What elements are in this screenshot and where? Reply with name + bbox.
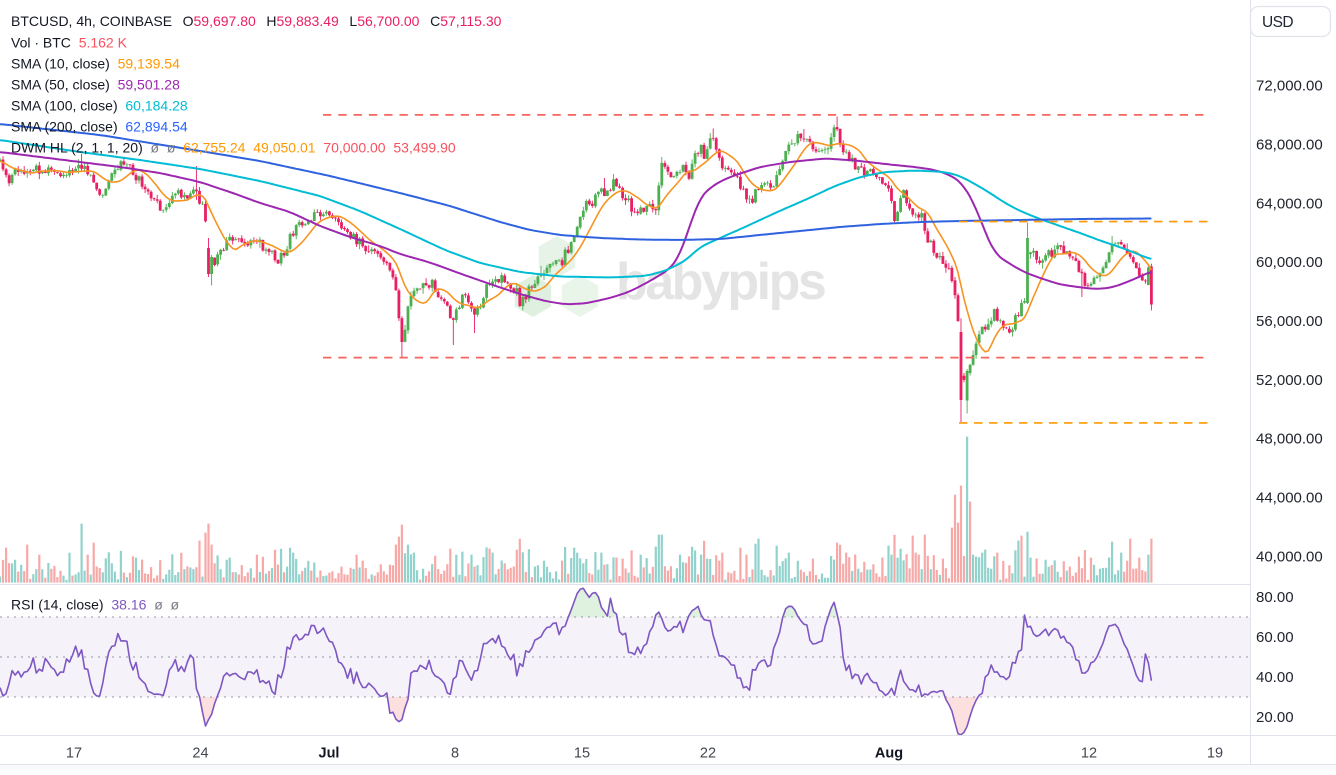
svg-text:20.00: 20.00 bbox=[1256, 709, 1294, 726]
svg-text:DWM HL (2, 1, 1, 20) ø ø 62: DWM HL (2, 1, 1, 20) ø ø 62,755.24 49,05… bbox=[11, 140, 456, 156]
svg-text:USD: USD bbox=[1262, 14, 1293, 31]
svg-text:19: 19 bbox=[1207, 746, 1223, 762]
svg-text:SMA (200, close) 62,894.54: SMA (200, close) 62,894.54 bbox=[11, 119, 188, 135]
svg-text:40,000.00: 40,000.00 bbox=[1256, 548, 1323, 565]
svg-text:15: 15 bbox=[574, 746, 590, 762]
svg-text:SMA (50, close) 59,501.28: SMA (50, close) 59,501.28 bbox=[11, 77, 180, 93]
svg-text:24: 24 bbox=[192, 746, 208, 762]
svg-text:60.00: 60.00 bbox=[1256, 629, 1294, 646]
svg-text:Aug: Aug bbox=[875, 746, 903, 762]
svg-text:SMA (10, close) 59,139.54: SMA (10, close) 59,139.54 bbox=[11, 56, 180, 72]
svg-text:80.00: 80.00 bbox=[1256, 589, 1294, 606]
svg-text:RSI (14, close) 38.16 ø ø: RSI (14, close) 38.16 ø ø bbox=[11, 597, 180, 613]
svg-text:56,000.00: 56,000.00 bbox=[1256, 313, 1323, 330]
svg-text:68,000.00: 68,000.00 bbox=[1256, 137, 1323, 154]
svg-text:72,000.00: 72,000.00 bbox=[1256, 78, 1323, 95]
svg-text:Vol · BTC 5.162 K: Vol · BTC 5.162 K bbox=[11, 35, 128, 51]
svg-text:64,000.00: 64,000.00 bbox=[1256, 195, 1323, 212]
svg-text:17: 17 bbox=[66, 746, 82, 762]
svg-text:52,000.00: 52,000.00 bbox=[1256, 372, 1323, 389]
svg-text:SMA (100, close) 60,184.28: SMA (100, close) 60,184.28 bbox=[11, 98, 188, 114]
svg-text:40.00: 40.00 bbox=[1256, 669, 1294, 686]
svg-text:8: 8 bbox=[451, 746, 459, 762]
svg-text:48,000.00: 48,000.00 bbox=[1256, 431, 1323, 448]
svg-text:Jul: Jul bbox=[319, 746, 340, 762]
svg-text:BTCUSD, 4h, COINBASE O59,697: BTCUSD, 4h, COINBASE O59,697.80 H59,883.… bbox=[11, 13, 502, 29]
svg-text:44,000.00: 44,000.00 bbox=[1256, 490, 1323, 507]
svg-text:babypips: babypips bbox=[616, 253, 825, 311]
svg-text:12: 12 bbox=[1081, 746, 1097, 762]
svg-text:22: 22 bbox=[700, 746, 716, 762]
svg-text:60,000.00: 60,000.00 bbox=[1256, 254, 1323, 271]
